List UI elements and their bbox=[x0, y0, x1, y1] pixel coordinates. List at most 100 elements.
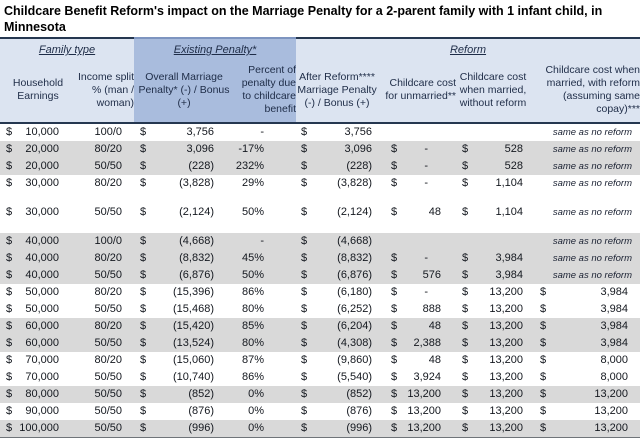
cell-income-split: 100/0 bbox=[76, 233, 134, 250]
cell-income-split: 50/50 bbox=[76, 267, 134, 284]
cell-cost-married-no-reform: $1,104 bbox=[456, 175, 531, 192]
table-row: $70,000 50/50 $ (10,740) 86% $ (5,540) $3,… bbox=[0, 369, 640, 386]
cell-cost-married-with-reform: same as no reform bbox=[530, 158, 640, 175]
cell-income-split: 80/20 bbox=[76, 175, 134, 192]
cell-existing-penalty: $ (996) bbox=[134, 420, 234, 437]
col-header-overall-marriage-penalty: Overall Marriage Penalty* (-) / Bonus (+… bbox=[134, 59, 234, 124]
cell-after-reform-penalty: $ (5,540) bbox=[296, 369, 379, 386]
dollar-sign: $ bbox=[6, 286, 13, 298]
cell-cost-married-with-reform: same as no reform bbox=[530, 233, 640, 250]
cell-existing-penalty: $ (6,876) bbox=[134, 267, 234, 284]
dollar-sign: $ bbox=[391, 320, 398, 332]
cell-after-reform-penalty: $ (9,860) bbox=[296, 352, 379, 369]
table-row: $80,000 50/50 $ (852) 0% $ (852) $13,200 $… bbox=[0, 386, 640, 403]
dollar-sign: $ bbox=[391, 269, 398, 281]
cell-cost-married-with-reform: same as no reform bbox=[530, 141, 640, 158]
cell-existing-penalty: $ (4,668) bbox=[134, 233, 234, 250]
cell-cost-married-no-reform: $13,200 bbox=[456, 335, 531, 352]
cell-after-reform-penalty: $ (852) bbox=[296, 386, 379, 403]
dollar-sign: $ bbox=[140, 269, 147, 281]
dollar-sign: $ bbox=[140, 405, 147, 417]
col-header-cost-married-no-reform: Childcare cost when married, without ref… bbox=[456, 59, 531, 124]
cell-income-split: 50/50 bbox=[76, 420, 134, 437]
dollar-sign: $ bbox=[6, 422, 13, 434]
cell-after-reform-penalty: $ (6,204) bbox=[296, 318, 379, 335]
cell-after-reform-penalty: $3,096 bbox=[296, 141, 379, 158]
cell-cost-married-no-reform bbox=[456, 123, 531, 141]
cell-existing-penalty: $ (15,396) bbox=[134, 284, 234, 301]
col-header-percent-childcare: Percent of penalty due to childcare bene… bbox=[234, 59, 297, 124]
cell-household-earnings: $10,000 bbox=[0, 123, 76, 141]
cell-income-split: 50/50 bbox=[76, 403, 134, 420]
cell-existing-penalty: $ (852) bbox=[134, 386, 234, 403]
cell-percent-childcare: 50% bbox=[234, 267, 297, 284]
dollar-sign: $ bbox=[301, 303, 308, 315]
cell-cost-unmarried: $ - bbox=[378, 141, 457, 158]
dollar-sign: $ bbox=[301, 388, 308, 400]
dollar-sign: $ bbox=[6, 160, 13, 172]
dollar-sign: $ bbox=[301, 235, 308, 247]
cell-income-split: 50/50 bbox=[76, 158, 134, 175]
dollar-sign: $ bbox=[391, 422, 398, 434]
dollar-sign: $ bbox=[391, 160, 398, 172]
dollar-sign: $ bbox=[540, 422, 547, 434]
dollar-sign: $ bbox=[391, 354, 398, 366]
cell-percent-childcare: -17% bbox=[234, 141, 297, 158]
cell-after-reform-penalty: $ (876) bbox=[296, 403, 379, 420]
cell-cost-married-no-reform: $13,200 bbox=[456, 284, 531, 301]
cell-household-earnings: $60,000 bbox=[0, 335, 76, 352]
dollar-sign: $ bbox=[301, 177, 308, 189]
dollar-sign: $ bbox=[140, 354, 147, 366]
table-row: $40,000 100/0 $ (4,668) - $ (4,668) same a… bbox=[0, 233, 640, 250]
dollar-sign: $ bbox=[462, 337, 469, 349]
table-header: Family type Existing Penalty* Reform Hou… bbox=[0, 37, 640, 124]
cell-existing-penalty: $ (15,420) bbox=[134, 318, 234, 335]
cell-existing-penalty: $ (15,060) bbox=[134, 352, 234, 369]
cell-household-earnings: $70,000 bbox=[0, 369, 76, 386]
cell-percent-childcare: - bbox=[234, 123, 297, 141]
table-row: $90,000 50/50 $ (876) 0% $ (876) $13,200 $… bbox=[0, 403, 640, 420]
cell-cost-married-with-reform: $13,200 bbox=[530, 420, 640, 437]
dollar-sign: $ bbox=[462, 371, 469, 383]
cell-cost-married-no-reform bbox=[456, 233, 531, 250]
cell-percent-childcare: 232% bbox=[234, 158, 297, 175]
cell-cost-married-no-reform: $13,200 bbox=[456, 386, 531, 403]
dollar-sign: $ bbox=[391, 177, 398, 189]
cell-existing-penalty: $3,756 bbox=[134, 123, 234, 141]
dollar-sign: $ bbox=[462, 143, 469, 155]
col-header-household-earnings: Household Earnings bbox=[0, 59, 76, 124]
table-row: $10,000 100/0 $3,756 - $3,756 same as no… bbox=[0, 123, 640, 141]
table-body: $10,000 100/0 $3,756 - $3,756 same as no… bbox=[0, 123, 640, 438]
cell-percent-childcare: 80% bbox=[234, 335, 297, 352]
dollar-sign: $ bbox=[140, 235, 147, 247]
cell-cost-unmarried: $48 bbox=[378, 318, 457, 335]
dollar-sign: $ bbox=[6, 143, 13, 155]
spacer-cell bbox=[0, 192, 640, 204]
cell-income-split: 50/50 bbox=[76, 369, 134, 386]
cell-percent-childcare: 0% bbox=[234, 420, 297, 437]
cell-percent-childcare: 80% bbox=[234, 301, 297, 318]
dollar-sign: $ bbox=[6, 337, 13, 349]
cell-income-split: 100/0 bbox=[76, 123, 134, 141]
dollar-sign: $ bbox=[391, 252, 398, 264]
cell-household-earnings: $30,000 bbox=[0, 204, 76, 221]
dollar-sign: $ bbox=[540, 286, 547, 298]
marriage-penalty-table: Family type Existing Penalty* Reform Hou… bbox=[0, 37, 640, 438]
cell-cost-married-no-reform: $3,984 bbox=[456, 250, 531, 267]
table-row: $30,000 80/20 $ (3,828) 29% $ (3,828) $ - $… bbox=[0, 175, 640, 192]
dollar-sign: $ bbox=[301, 269, 308, 281]
table-row: $20,000 50/50 $ (228) 232% $ (228) $ - $528… bbox=[0, 158, 640, 175]
dollar-sign: $ bbox=[6, 177, 13, 189]
cell-household-earnings: $60,000 bbox=[0, 318, 76, 335]
cell-percent-childcare: 45% bbox=[234, 250, 297, 267]
cell-cost-married-no-reform: $13,200 bbox=[456, 301, 531, 318]
cell-cost-married-with-reform: $13,200 bbox=[530, 386, 640, 403]
dollar-sign: $ bbox=[462, 269, 469, 281]
table-row: $100,000 50/50 $ (996) 0% $ (996) $13,200 … bbox=[0, 420, 640, 437]
cell-cost-unmarried: $3,924 bbox=[378, 369, 457, 386]
dollar-sign: $ bbox=[6, 235, 13, 247]
column-header-row: Household Earnings Income split % (man /… bbox=[0, 59, 640, 124]
cell-cost-married-with-reform: same as no reform bbox=[530, 267, 640, 284]
cell-cost-unmarried: $ - bbox=[378, 250, 457, 267]
